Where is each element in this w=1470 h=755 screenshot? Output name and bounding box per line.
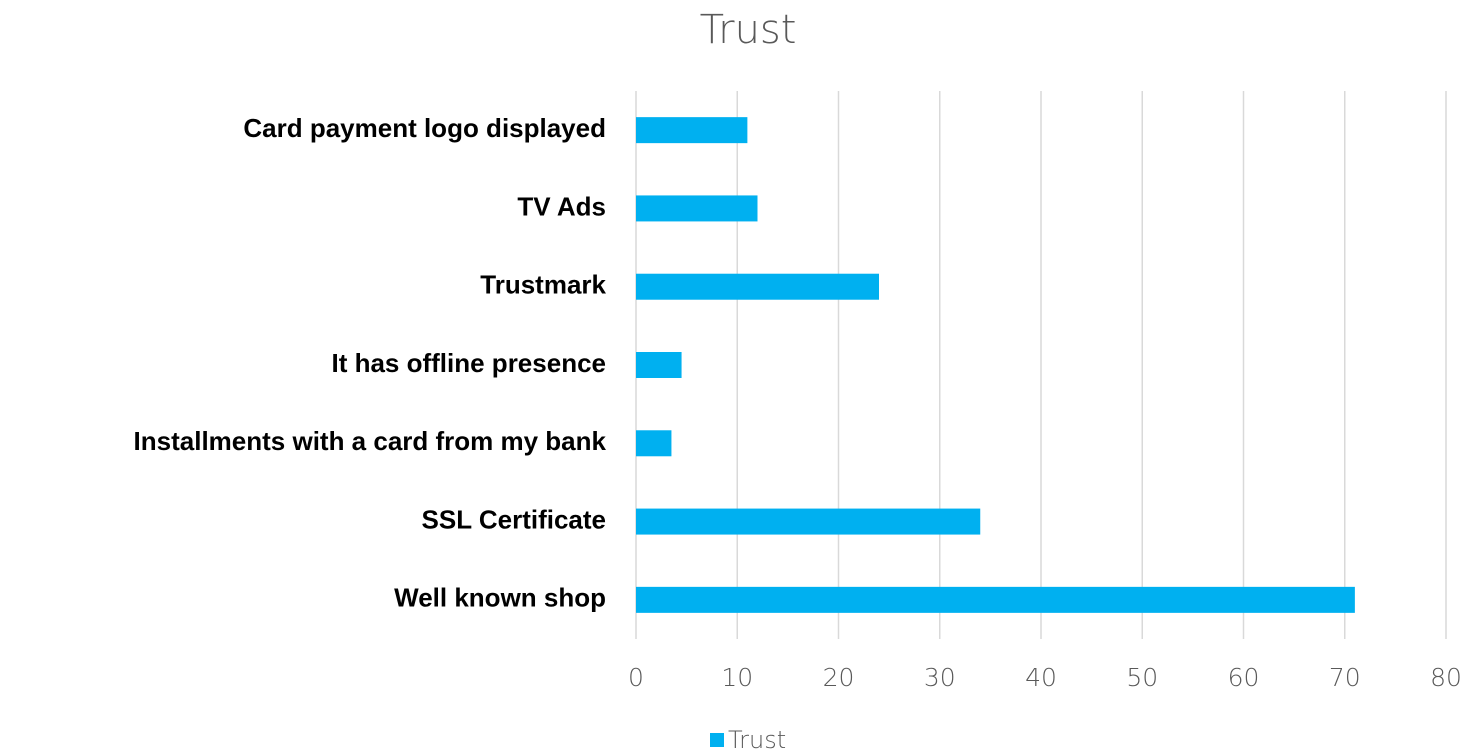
legend-label: Trust	[728, 726, 786, 754]
x-tick-label: 40	[1025, 663, 1057, 692]
x-tick-label: 0	[628, 663, 644, 692]
bar	[636, 195, 758, 222]
bar	[636, 352, 682, 378]
bar	[636, 586, 1355, 613]
x-tick-label: 10	[721, 663, 753, 692]
bar	[636, 117, 748, 144]
x-tick-label: 50	[1126, 663, 1158, 692]
legend-swatch	[710, 733, 724, 747]
y-tick-label: TV Ads	[517, 191, 606, 221]
x-tick-label: 30	[924, 663, 956, 692]
bar	[636, 508, 981, 535]
y-tick-label: Well known shop	[394, 583, 606, 613]
y-tick-label: SSL Certificate	[422, 504, 606, 534]
y-tick-label: Trustmark	[480, 270, 606, 300]
y-tick-label: Installments with a card from my bank	[134, 426, 607, 456]
x-tick-label: 60	[1228, 663, 1260, 692]
y-tick-label: It has offline presence	[331, 348, 606, 378]
chart-title: Trust	[700, 7, 797, 53]
x-tick-label: 80	[1430, 663, 1462, 692]
bar	[636, 273, 879, 300]
x-tick-label: 20	[823, 663, 855, 692]
x-tick-label: 70	[1329, 663, 1361, 692]
y-tick-label: Card payment logo displayed	[243, 113, 606, 143]
bar	[636, 430, 672, 457]
